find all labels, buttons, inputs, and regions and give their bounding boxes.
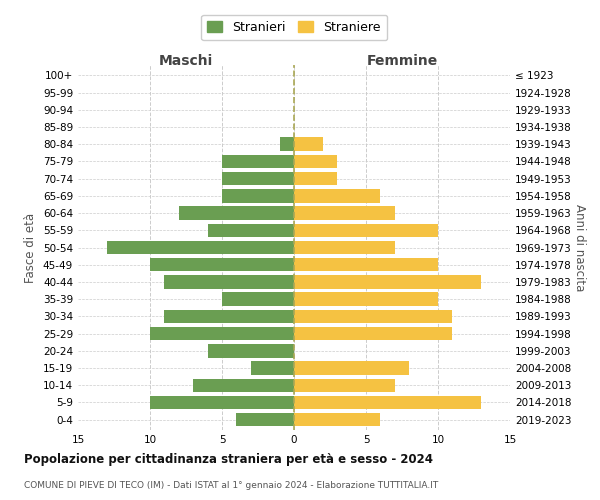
Bar bbox=[164, 310, 294, 323]
Bar bbox=[294, 310, 452, 323]
Bar bbox=[294, 224, 438, 237]
Bar bbox=[150, 327, 294, 340]
Bar bbox=[150, 258, 294, 272]
Text: Maschi: Maschi bbox=[159, 54, 213, 68]
Bar bbox=[222, 292, 294, 306]
Bar bbox=[294, 292, 438, 306]
Bar bbox=[294, 413, 380, 426]
Text: Popolazione per cittadinanza straniera per età e sesso - 2024: Popolazione per cittadinanza straniera p… bbox=[24, 452, 433, 466]
Bar bbox=[280, 138, 294, 151]
Legend: Stranieri, Straniere: Stranieri, Straniere bbox=[201, 14, 387, 40]
Y-axis label: Anni di nascita: Anni di nascita bbox=[572, 204, 586, 291]
Bar bbox=[251, 362, 294, 374]
Y-axis label: Fasce di età: Fasce di età bbox=[25, 212, 37, 282]
Bar bbox=[294, 138, 323, 151]
Bar bbox=[294, 154, 337, 168]
Bar bbox=[294, 378, 395, 392]
Bar bbox=[150, 396, 294, 409]
Bar bbox=[107, 241, 294, 254]
Bar bbox=[294, 275, 481, 288]
Bar bbox=[222, 189, 294, 202]
Bar bbox=[193, 378, 294, 392]
Text: Femmine: Femmine bbox=[367, 54, 437, 68]
Bar bbox=[294, 172, 337, 186]
Bar bbox=[236, 413, 294, 426]
Bar bbox=[294, 362, 409, 374]
Bar bbox=[208, 224, 294, 237]
Bar bbox=[222, 172, 294, 186]
Bar bbox=[208, 344, 294, 358]
Bar bbox=[294, 396, 481, 409]
Bar bbox=[164, 275, 294, 288]
Bar bbox=[294, 258, 438, 272]
Bar bbox=[294, 241, 395, 254]
Bar bbox=[222, 154, 294, 168]
Bar bbox=[294, 327, 452, 340]
Text: COMUNE DI PIEVE DI TECO (IM) - Dati ISTAT al 1° gennaio 2024 - Elaborazione TUTT: COMUNE DI PIEVE DI TECO (IM) - Dati ISTA… bbox=[24, 480, 438, 490]
Bar bbox=[179, 206, 294, 220]
Bar bbox=[294, 189, 380, 202]
Bar bbox=[294, 206, 395, 220]
